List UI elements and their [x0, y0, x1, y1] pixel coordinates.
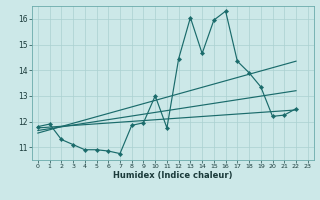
X-axis label: Humidex (Indice chaleur): Humidex (Indice chaleur): [113, 171, 233, 180]
